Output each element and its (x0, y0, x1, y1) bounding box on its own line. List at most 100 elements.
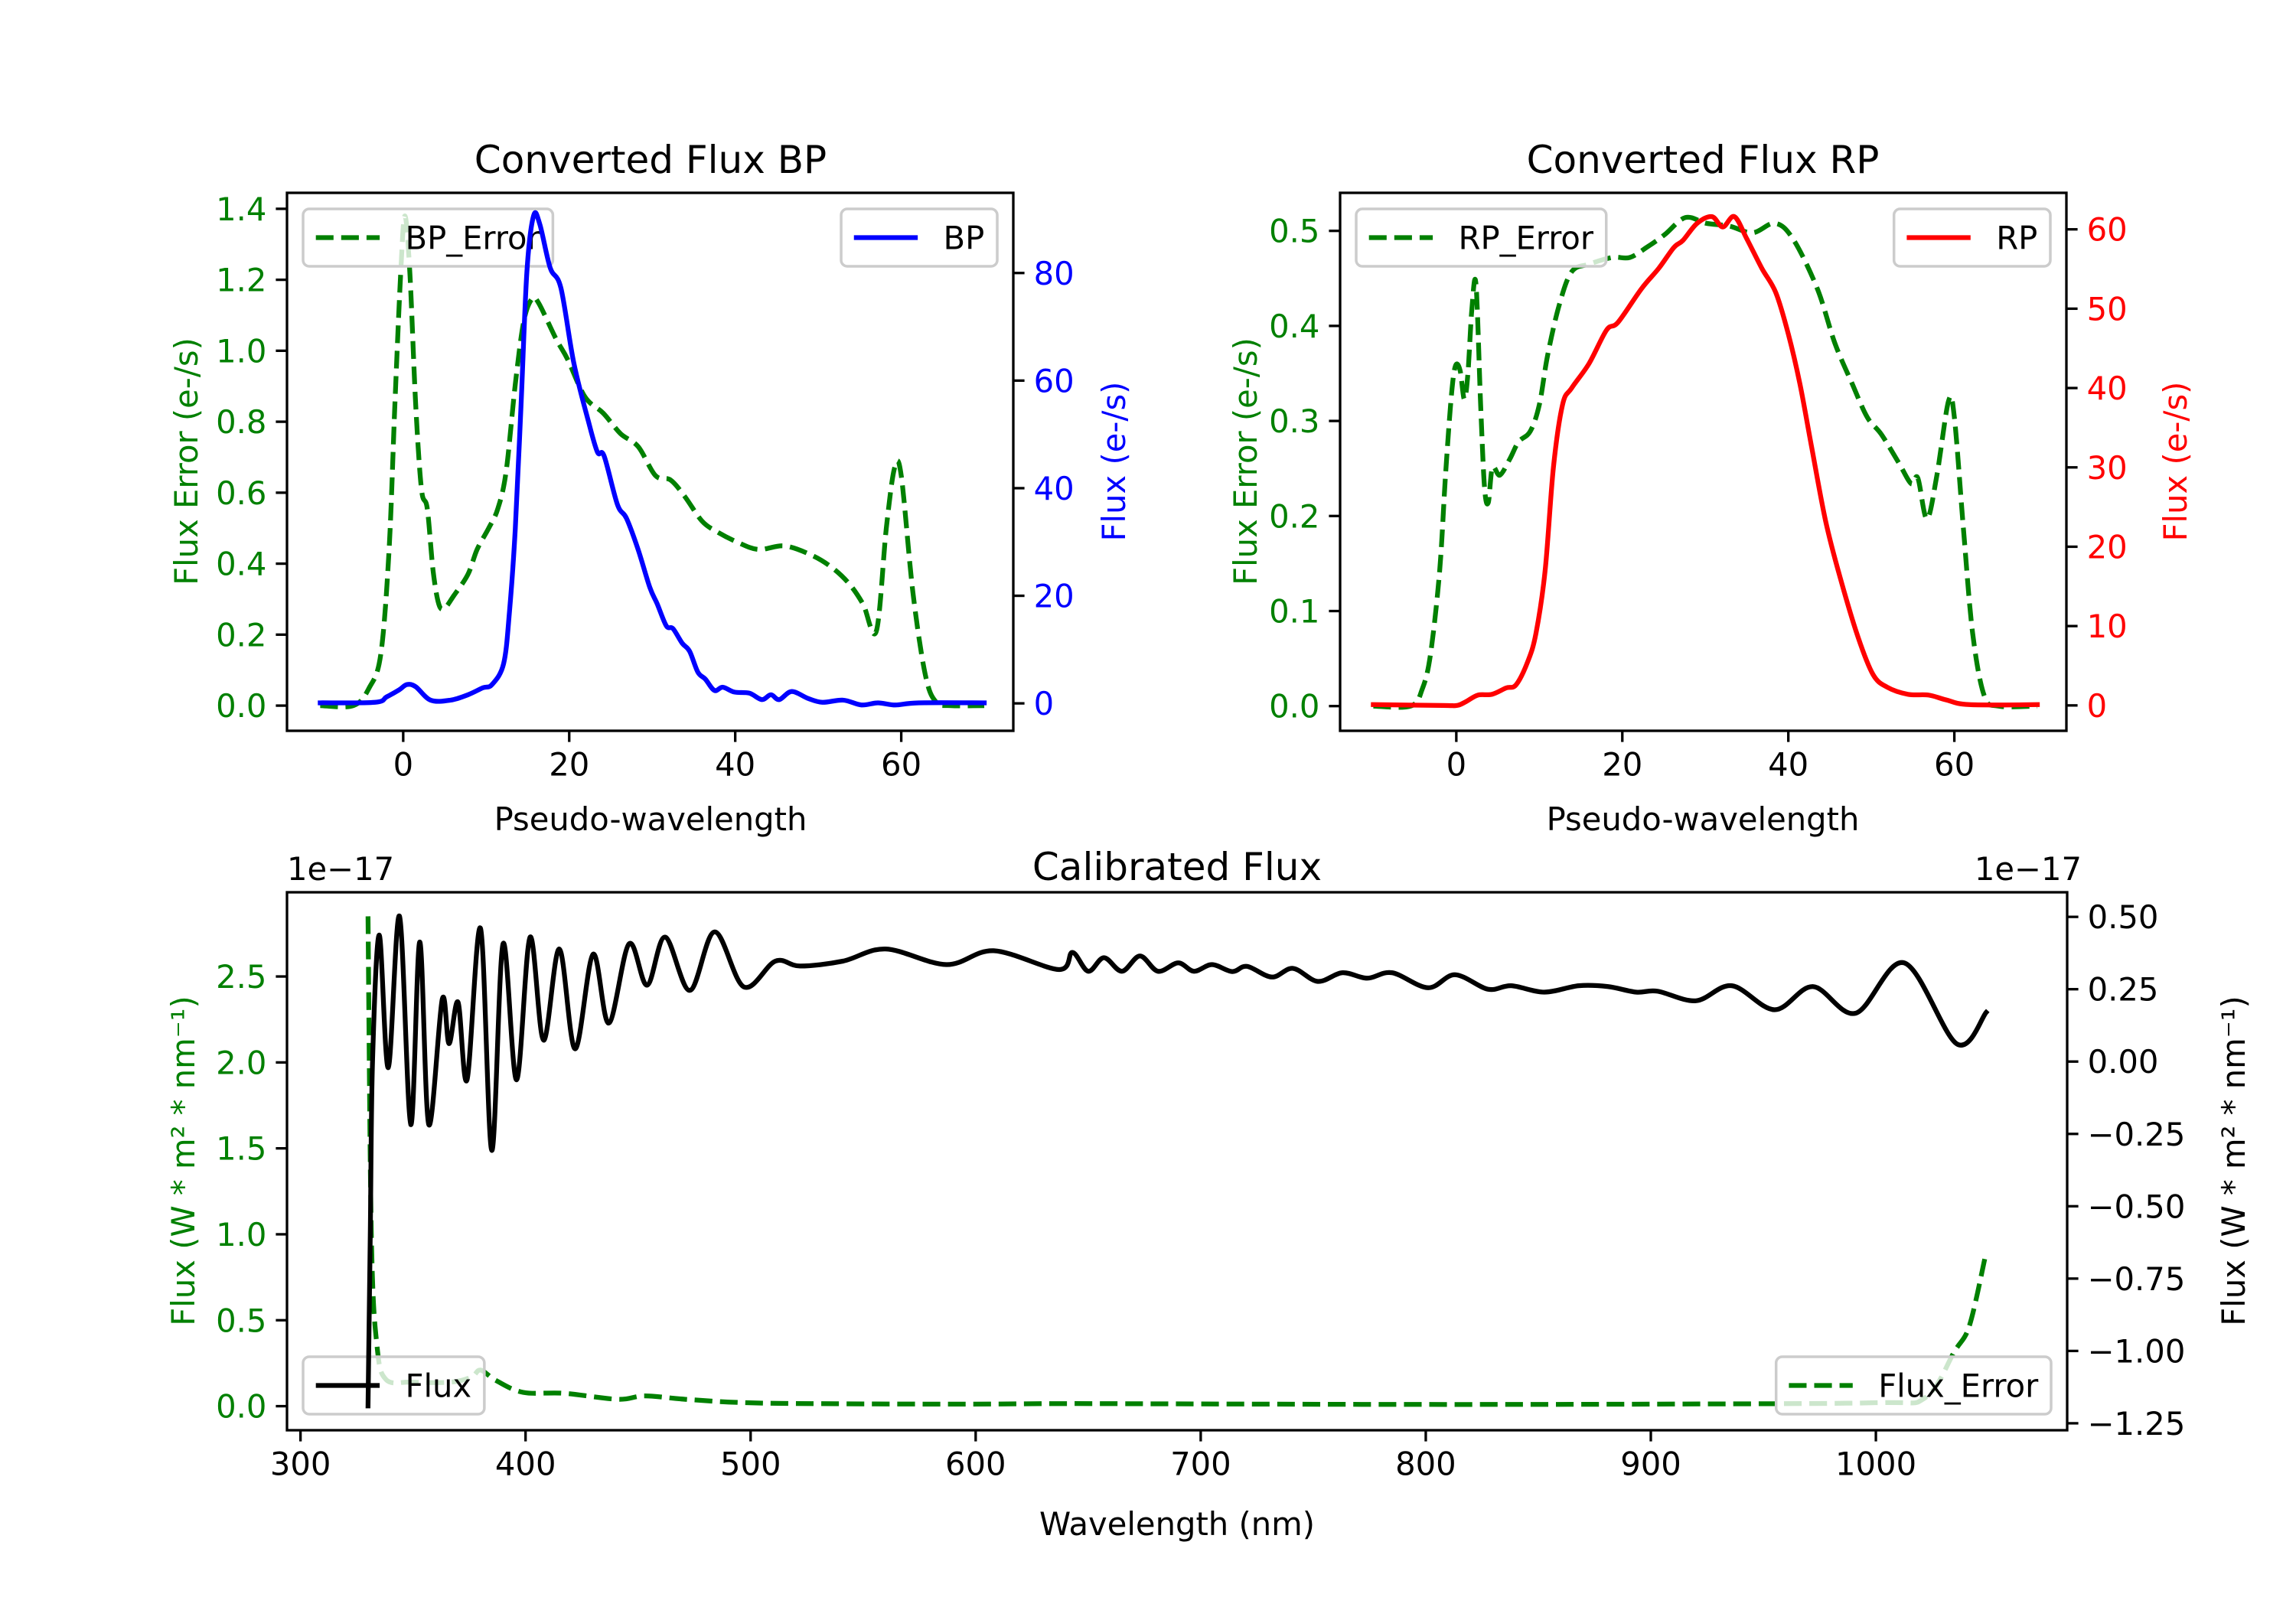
bp-left-y-axis-label: Flux Error (e-/s) (168, 337, 205, 585)
rp-legend-rp-error: RP_Error (1355, 207, 1608, 268)
bp-x-tick-label: 60 (881, 745, 921, 783)
calibrated-right-y-tick-label: −1.00 (2088, 1332, 2186, 1370)
bp-chart-title: Converted Flux BP (475, 138, 827, 182)
bp-right-y-axis-label: Flux (e-/s) (1095, 382, 1133, 542)
rp-left-y-tick-label: 0.2 (1269, 497, 1319, 535)
rp-right-y-tick-label: 0 (2087, 687, 2108, 725)
calibrated-right-y-tick-label: −0.75 (2088, 1260, 2186, 1298)
legend-label: RP (1996, 220, 2037, 257)
calibrated-right-y-tick-label: −1.25 (2088, 1405, 2186, 1442)
legend-label: BP (944, 220, 985, 257)
bp-left-y-tick-label: 0.0 (216, 687, 266, 725)
rp-left-y-tick-label: 0.4 (1269, 308, 1319, 345)
rp-right-y-tick-label: 60 (2087, 211, 2128, 249)
rp-chart-panel: Converted Flux RP Pseudo-wavelength Flux… (1227, 138, 2194, 838)
rp-left-y-tick-label: 0.5 (1269, 213, 1319, 250)
rp-right-y-tick-label: 50 (2087, 290, 2128, 328)
rp-rp-line (1371, 214, 2040, 709)
rp-x-axis-label: Pseudo-wavelength (1547, 800, 1860, 838)
calibrated-right-y-tick-label: −0.50 (2088, 1188, 2186, 1225)
calibrated-x-tick-label: 700 (1170, 1445, 1231, 1482)
bp-x-tick-label: 20 (549, 745, 589, 783)
bp-plot-area: 0 20 40 60 0.0 0.2 0.4 0.6 0.8 1.0 1.2 1.4 0 20 40 60 80… (216, 191, 1075, 783)
calibrated-right-y-tick-label: 0.00 (2088, 1043, 2159, 1081)
bp-left-y-tick-label: 0.6 (216, 474, 266, 512)
calibrated-legend-flux: Flux (302, 1355, 486, 1416)
rp-left-y-axis-label: Flux Error (e-/s) (1227, 337, 1264, 585)
bp-right-y-tick-label: 80 (1034, 255, 1075, 292)
bp-bp-line (318, 210, 987, 708)
rp-right-y-tick-label: 30 (2087, 449, 2128, 487)
legend-frame (840, 207, 999, 268)
calibrated-left-y-tick-label: 1.5 (216, 1130, 266, 1168)
rp-right-y-tick-label: 40 (2087, 370, 2128, 407)
calibrated-left-y-tick-label: 0.0 (216, 1388, 266, 1426)
bp-left-y-tick-label: 1.4 (216, 191, 266, 228)
rp-x-tick-label: 40 (1768, 745, 1808, 783)
calibrated-x-tick-label: 400 (495, 1445, 556, 1482)
bp-left-y-tick-label: 1.0 (216, 332, 266, 370)
bp-left-y-tick-label: 1.2 (216, 262, 266, 299)
calibrated-chart-title: Calibrated Flux (1032, 845, 1322, 889)
bp-axes-frame (285, 191, 1015, 732)
legend-frame (302, 207, 555, 268)
rp-left-y-tick-label: 0.3 (1269, 403, 1319, 440)
calibrated-right-y-tick-label: −0.25 (2088, 1116, 2186, 1153)
bp-left-y-tick-label: 0.4 (216, 546, 266, 583)
rp-x-tick-label: 20 (1602, 745, 1642, 783)
rp-axes-frame (1339, 191, 2068, 732)
calibrated-left-y-tick-label: 2.5 (216, 958, 266, 996)
bp-right-y-tick-label: 20 (1034, 578, 1075, 615)
bp-x-tick-label: 40 (715, 745, 755, 783)
bp-legend-bp-error: BP_Error (302, 207, 555, 268)
legend-frame (1355, 207, 1608, 268)
rp-x-tick-label: 0 (1446, 745, 1467, 783)
rp-right-y-tick-label: 10 (2087, 608, 2128, 645)
legend-label: Flux_Error (1878, 1367, 2039, 1405)
rp-chart-title: Converted Flux RP (1527, 138, 1880, 182)
calibrated-right-y-tick-label: 0.50 (2088, 898, 2159, 936)
calibrated-x-tick-label: 300 (270, 1445, 331, 1482)
rp-plot-area: 0 20 40 60 0.0 0.1 0.2 0.3 0.4 0.5 0 10 20 30 40 50 60 RP… (1269, 191, 2128, 783)
rp-right-y-tick-label: 20 (2087, 528, 2128, 566)
rp-legend-rp: RP (1892, 207, 2052, 268)
bp-chart-panel: Converted Flux BP Pseudo-wavelength Flux… (168, 138, 1133, 838)
calibrated-x-tick-label: 1000 (1835, 1445, 1916, 1482)
calibrated-axes-frame (285, 891, 2069, 1432)
legend-frame (1892, 207, 2052, 268)
legend-label: BP_Error (406, 220, 541, 257)
calibrated-x-tick-label: 800 (1395, 1445, 1456, 1482)
calibrated-left-y-tick-label: 2.0 (216, 1044, 266, 1081)
calibrated-right-y-tick-label: 0.25 (2088, 971, 2159, 1009)
calibrated-right-offset-label: 1e−17 (1975, 850, 2082, 888)
bp-right-y-tick-label: 60 (1034, 362, 1075, 399)
bp-right-y-tick-label: 0 (1034, 685, 1055, 722)
bp-left-y-tick-label: 0.8 (216, 403, 266, 441)
bp-bp-error-line (320, 214, 985, 709)
rp-left-y-tick-label: 0.1 (1269, 593, 1319, 631)
rp-x-tick-label: 60 (1934, 745, 1975, 783)
calibrated-flux-line (365, 914, 1990, 1409)
rp-right-y-axis-label: Flux (e-/s) (2157, 382, 2194, 542)
legend-frame (1774, 1355, 2053, 1416)
calibrated-left-offset-label: 1e−17 (287, 850, 394, 888)
legend-label: Flux (406, 1367, 472, 1405)
bp-x-tick-label: 0 (393, 745, 414, 783)
calibrated-chart-panel: Calibrated Flux 1e−17 1e−17 Wavelength (… (165, 845, 2252, 1543)
calibrated-x-axis-label: Wavelength (nm) (1039, 1505, 1315, 1543)
calibrated-x-tick-label: 500 (720, 1445, 781, 1482)
bp-legend-bp: BP (840, 207, 999, 268)
rp-left-y-tick-label: 0.0 (1269, 688, 1319, 725)
legend-frame (302, 1355, 486, 1416)
bp-left-y-tick-label: 0.2 (216, 616, 266, 654)
calibrated-left-y-axis-label: Flux (W * m² * nm⁻¹) (165, 996, 202, 1325)
calibrated-left-y-tick-label: 1.0 (216, 1216, 266, 1253)
bp-x-axis-label: Pseudo-wavelength (494, 800, 807, 838)
calibrated-x-tick-label: 900 (1620, 1445, 1681, 1482)
calibrated-right-y-axis-label: Flux (W * m² * nm⁻¹) (2215, 996, 2252, 1325)
calibrated-x-tick-label: 600 (945, 1445, 1006, 1482)
calibrated-left-y-tick-label: 0.5 (216, 1302, 266, 1339)
legend-label: RP_Error (1459, 220, 1594, 257)
